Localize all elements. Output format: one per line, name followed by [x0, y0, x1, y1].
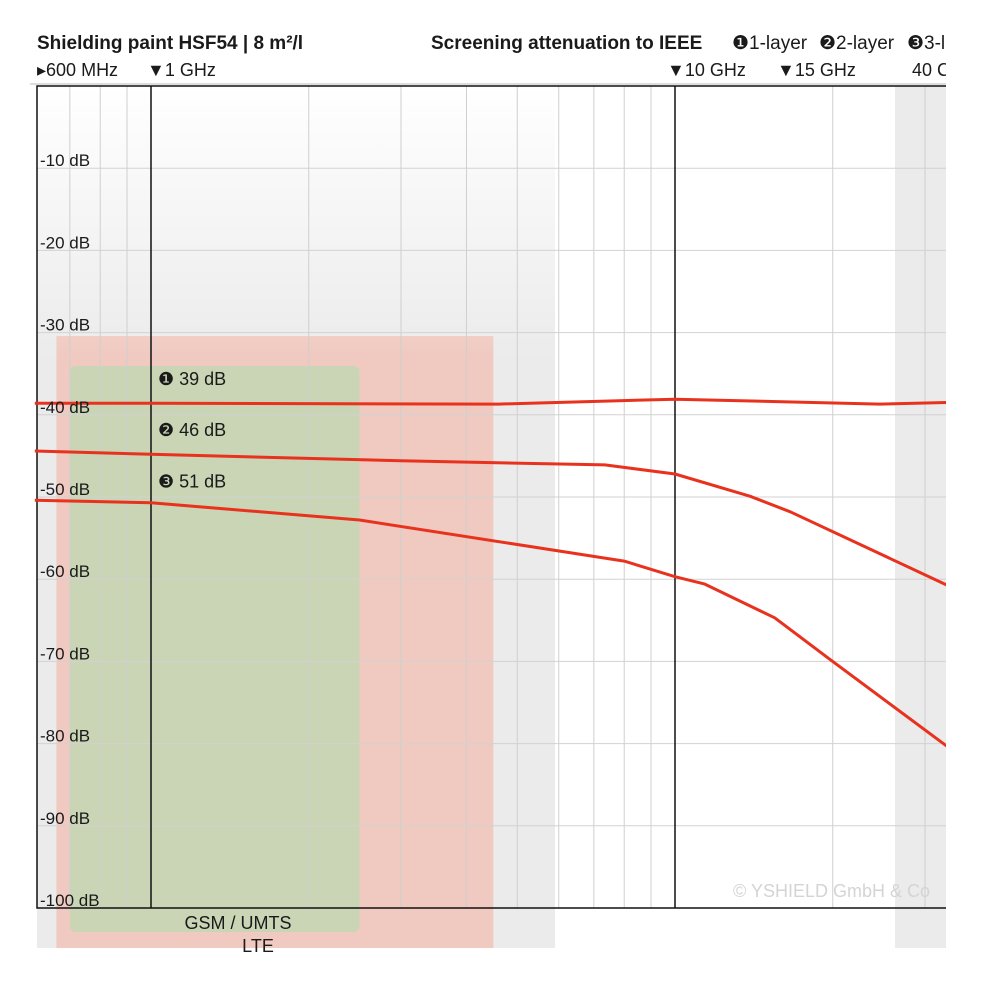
copyright-annotation: © YSHIELD GmbH & Co	[733, 881, 930, 901]
x-marker-label: ▼1 GHz	[147, 60, 216, 80]
legend-1-layer: ❶1-layer	[732, 33, 808, 54]
series-value-label-1-layer: ❶ 39 dB	[158, 369, 226, 389]
y-tick-label: -100 dB	[40, 891, 100, 910]
y-tick-label: -40 dB	[40, 398, 90, 417]
series-line-3-layer	[34, 498, 948, 748]
y-tick-label: -90 dB	[40, 809, 90, 828]
y-tick-label: -80 dB	[40, 727, 90, 746]
series-value-label-2-layer: ❷ 46 dB	[158, 420, 226, 440]
y-tick-label: -50 dB	[40, 480, 90, 499]
chart-subtitle: Screening attenuation to IEEE	[431, 33, 702, 54]
x-marker-label: ▸600 MHz	[37, 60, 118, 80]
band-fade	[37, 86, 555, 586]
band-grey-right	[895, 86, 946, 948]
chart-title: Shielding paint HSF54 | 8 m²/l	[37, 33, 303, 54]
y-tick-label: -20 dB	[40, 233, 90, 252]
series-line-1-layer	[34, 397, 947, 406]
y-tick-label: -70 dB	[40, 644, 90, 663]
y-tick-label: -30 dB	[40, 316, 90, 335]
band-label-lte: LTE	[242, 936, 274, 956]
y-tick-label: -60 dB	[40, 562, 90, 581]
band-label-gsm-umts: GSM / UMTS	[185, 913, 292, 933]
x-marker-label: 40 C	[912, 60, 950, 80]
legend-3-layer: ❸3-l	[907, 33, 945, 54]
x-marker-label: ▼10 GHz	[667, 60, 746, 80]
y-tick-label: -10 dB	[40, 151, 90, 170]
legend-2-layer: ❷2-layer	[819, 33, 895, 54]
series-line-2-layer	[34, 449, 948, 587]
x-marker-label: ▼15 GHz	[777, 60, 856, 80]
series-value-label-3-layer: ❸ 51 dB	[158, 472, 226, 492]
